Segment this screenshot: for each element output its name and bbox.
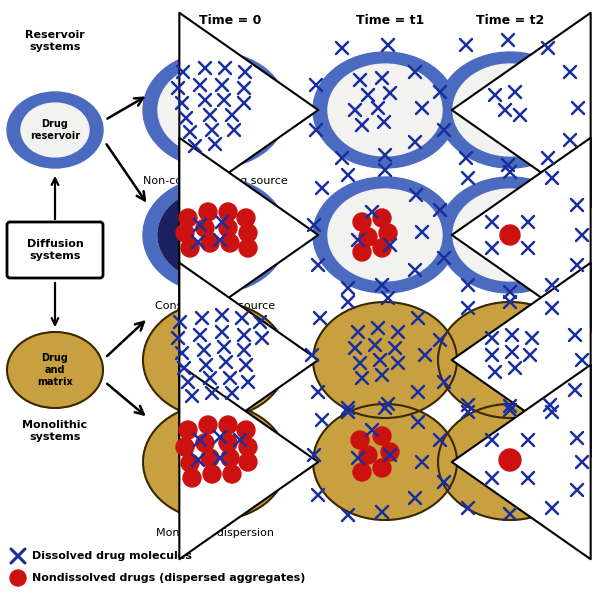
Circle shape — [199, 416, 217, 434]
Ellipse shape — [438, 177, 582, 293]
Circle shape — [199, 203, 217, 221]
Circle shape — [201, 449, 219, 467]
Circle shape — [196, 434, 214, 452]
Ellipse shape — [328, 189, 442, 281]
Circle shape — [239, 239, 257, 257]
Circle shape — [359, 228, 377, 246]
Ellipse shape — [438, 302, 582, 418]
Circle shape — [219, 416, 237, 434]
Ellipse shape — [438, 52, 582, 168]
Circle shape — [221, 449, 239, 467]
Circle shape — [201, 234, 219, 252]
Circle shape — [351, 431, 369, 449]
Text: Time = t2: Time = t2 — [476, 14, 544, 27]
Circle shape — [223, 465, 241, 483]
Ellipse shape — [7, 92, 103, 168]
Ellipse shape — [143, 404, 287, 520]
Ellipse shape — [328, 64, 442, 156]
Circle shape — [239, 438, 257, 456]
Circle shape — [373, 427, 391, 445]
Text: Reservoir
systems: Reservoir systems — [25, 30, 85, 51]
Circle shape — [373, 239, 391, 257]
Circle shape — [176, 224, 194, 242]
Circle shape — [183, 469, 201, 487]
FancyBboxPatch shape — [7, 222, 103, 278]
Circle shape — [500, 225, 520, 245]
Ellipse shape — [158, 189, 272, 281]
Circle shape — [381, 443, 399, 461]
Circle shape — [10, 570, 26, 586]
Ellipse shape — [313, 177, 457, 293]
Ellipse shape — [438, 404, 582, 520]
Circle shape — [353, 213, 371, 231]
Circle shape — [499, 449, 521, 471]
Circle shape — [221, 234, 239, 252]
Ellipse shape — [143, 52, 287, 168]
Ellipse shape — [158, 64, 272, 156]
Circle shape — [181, 239, 199, 257]
Circle shape — [179, 209, 197, 227]
Circle shape — [359, 446, 377, 464]
Ellipse shape — [313, 404, 457, 520]
Circle shape — [353, 243, 371, 261]
Text: Drug
reservoir: Drug reservoir — [30, 119, 80, 141]
Text: Monolithic solution: Monolithic solution — [163, 426, 268, 436]
Circle shape — [196, 219, 214, 237]
Ellipse shape — [313, 52, 457, 168]
Circle shape — [353, 463, 371, 481]
Circle shape — [219, 219, 237, 237]
Ellipse shape — [143, 302, 287, 418]
Text: Monolithic
systems: Monolithic systems — [22, 420, 88, 442]
Text: Nondissolved drugs (dispersed aggregates): Nondissolved drugs (dispersed aggregates… — [32, 573, 305, 583]
Text: Dissolved drug molecules: Dissolved drug molecules — [32, 551, 192, 561]
Ellipse shape — [21, 103, 89, 157]
Text: Constant drug source: Constant drug source — [155, 301, 275, 311]
Circle shape — [237, 209, 255, 227]
Ellipse shape — [158, 189, 272, 281]
Text: Time = t1: Time = t1 — [356, 14, 424, 27]
Text: Diffusion
systems: Diffusion systems — [26, 239, 83, 261]
Ellipse shape — [143, 177, 287, 293]
Circle shape — [237, 421, 255, 439]
Circle shape — [219, 203, 237, 221]
Circle shape — [219, 434, 237, 452]
Circle shape — [379, 224, 397, 242]
Circle shape — [181, 454, 199, 472]
Circle shape — [373, 209, 391, 227]
Text: Non-constant drug source: Non-constant drug source — [143, 176, 287, 186]
Circle shape — [203, 465, 221, 483]
Ellipse shape — [313, 302, 457, 418]
Ellipse shape — [453, 64, 567, 156]
Text: Monolithic dispersion: Monolithic dispersion — [156, 528, 274, 538]
Ellipse shape — [453, 189, 567, 281]
Circle shape — [373, 459, 391, 477]
Circle shape — [239, 453, 257, 471]
Circle shape — [176, 438, 194, 456]
Circle shape — [239, 224, 257, 242]
Circle shape — [179, 421, 197, 439]
Text: Drug
and
matrix: Drug and matrix — [37, 353, 73, 387]
Text: Time = 0: Time = 0 — [199, 14, 261, 27]
Ellipse shape — [7, 332, 103, 408]
